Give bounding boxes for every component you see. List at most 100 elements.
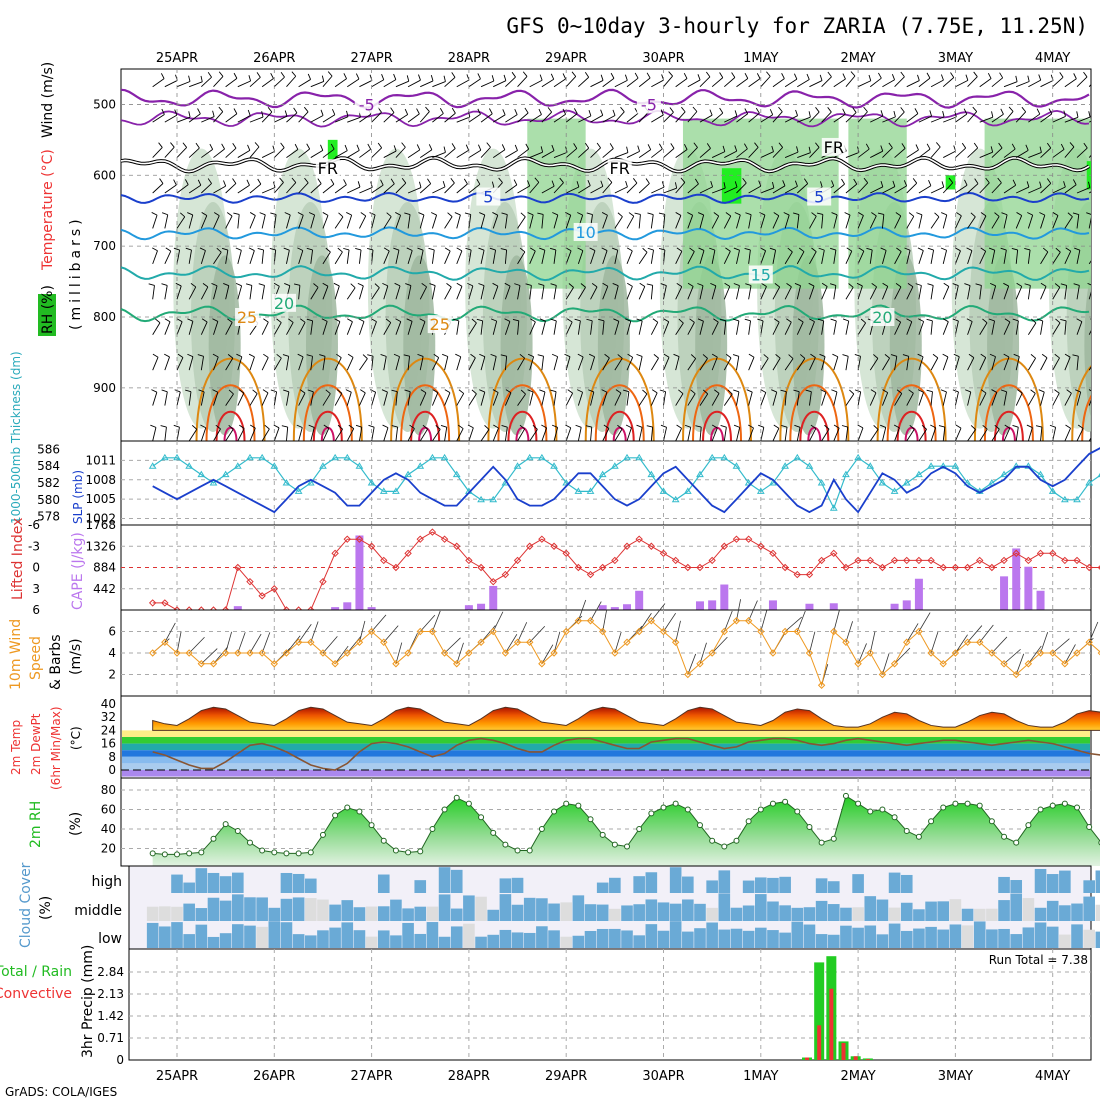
cloud-cell xyxy=(986,929,998,948)
upper-wind-barb xyxy=(663,143,675,158)
thickness-point xyxy=(270,462,279,469)
upper-wind-barb xyxy=(663,353,670,371)
rh-point xyxy=(842,792,849,799)
upper-wind-barb xyxy=(869,389,877,406)
thickness-point xyxy=(878,479,887,486)
rh-point xyxy=(234,827,241,834)
upper-wind-barb xyxy=(904,247,911,264)
upper-wind-barb xyxy=(748,180,762,194)
precip-conv-bar xyxy=(817,1025,822,1060)
upper-wind-barb xyxy=(529,318,536,335)
cloud-cell xyxy=(609,928,621,948)
upper-wind-barb xyxy=(736,108,749,123)
upper-wind-barb xyxy=(890,354,898,371)
wind10-point xyxy=(574,617,583,625)
upper-wind-barb xyxy=(199,247,206,264)
upper-wind-barb xyxy=(490,318,498,335)
upper-wind-barb xyxy=(955,108,968,123)
upper-wind-barb xyxy=(906,178,918,194)
upper-wind-barb xyxy=(734,212,741,229)
upper-wind-barb xyxy=(298,318,306,335)
upper-wind-barb xyxy=(687,354,697,371)
wind10-point xyxy=(611,649,619,657)
upper-wind-barb xyxy=(602,72,615,88)
upper-wind-barb xyxy=(831,389,838,406)
cloud-cell xyxy=(925,901,937,921)
li-point xyxy=(903,556,911,565)
upper-wind-barb xyxy=(492,109,506,123)
cloud-cell xyxy=(159,906,171,921)
upper-wind-barb xyxy=(322,389,331,406)
upper-wind-barb xyxy=(334,247,343,265)
wind10-barb xyxy=(176,631,182,654)
upper-wind-barb xyxy=(711,212,720,229)
rh-blob xyxy=(792,255,825,436)
date-label-30apr: 30APR xyxy=(642,1069,684,1084)
upper-wind-barb xyxy=(468,178,481,194)
upper-wind-barb xyxy=(660,424,667,441)
pressure-tick-700: 700 xyxy=(93,239,116,253)
li-point xyxy=(927,556,935,565)
wind10-speed-series xyxy=(148,617,1100,689)
rh-point xyxy=(161,851,168,858)
upper-wind-barb xyxy=(918,318,925,335)
wind10-point xyxy=(440,649,449,657)
temp-tick: 0 xyxy=(108,763,116,777)
upper-wind-barb xyxy=(577,247,584,265)
grads-credit: GrADS: COLA/IGES xyxy=(5,1085,117,1099)
upper-wind-barb xyxy=(430,212,438,229)
cloud-cell xyxy=(365,906,378,921)
upper-wind-barb xyxy=(505,179,518,194)
upper-wind-barb xyxy=(1027,354,1037,371)
upper-wind-barb xyxy=(745,212,752,229)
warm-contour-loop xyxy=(799,411,830,441)
date-label-29apr: 29APR xyxy=(545,51,587,66)
upper-wind-barb xyxy=(418,212,425,229)
cloud-cell xyxy=(353,930,366,948)
upper-wind-barb xyxy=(346,212,353,229)
rh-point xyxy=(964,800,971,807)
rh-point xyxy=(891,814,898,821)
upper-wind-barb xyxy=(831,212,838,229)
upper-wind-barb xyxy=(321,318,328,335)
upper-wind-barb xyxy=(212,389,219,406)
upper-wind-barb xyxy=(529,146,544,158)
cape-bar xyxy=(708,600,717,610)
thickness-point xyxy=(148,462,157,469)
upper-wind-barb xyxy=(663,107,674,123)
upper-wind-barb xyxy=(857,177,869,194)
upper-wind-barb xyxy=(857,212,864,229)
wind10-barb xyxy=(225,631,233,654)
temp-label-b: 2m DewPt xyxy=(29,713,43,775)
upper-wind-barb xyxy=(213,143,225,158)
upper-wind-barb xyxy=(164,179,177,194)
wind10-barb xyxy=(492,611,504,632)
rh-axis-label: RH (%) xyxy=(40,285,56,334)
upper-wind-barb xyxy=(1028,108,1041,123)
wind10-point xyxy=(854,660,862,668)
thickness-point xyxy=(428,453,437,461)
date-label-1may: 1MAY xyxy=(743,51,778,66)
cloud-cell xyxy=(998,876,1010,893)
upper-wind-barb xyxy=(151,389,158,406)
cloud-cell xyxy=(511,904,524,921)
upper-wind-barb xyxy=(857,247,865,265)
upper-wind-barb xyxy=(967,178,979,194)
upper-wind-barb xyxy=(537,212,544,229)
temp-band xyxy=(122,750,1090,757)
upper-wind-barb xyxy=(1027,212,1034,229)
upper-wind-barb xyxy=(578,72,590,88)
thickness-point xyxy=(1036,470,1045,478)
upper-wind-barb xyxy=(456,247,463,265)
rh-point xyxy=(745,818,752,825)
upper-wind-barb xyxy=(1016,75,1030,88)
contour-15 xyxy=(121,265,1090,282)
upper-wind-barb xyxy=(917,353,924,371)
upper-wind-barb xyxy=(602,282,609,300)
cape-bar xyxy=(1012,548,1021,610)
upper-wind-barb xyxy=(489,247,497,264)
upper-wind-barb xyxy=(383,178,395,194)
upper-wind-barb xyxy=(492,424,499,441)
upper-wind-barb xyxy=(1064,212,1073,229)
wind10-tick: 2 xyxy=(108,668,116,682)
